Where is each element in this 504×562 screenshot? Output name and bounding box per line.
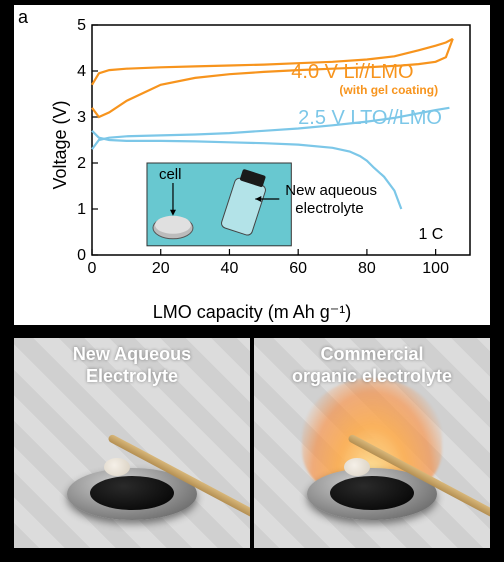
svg-text:0: 0: [77, 247, 86, 264]
svg-text:40: 40: [221, 260, 239, 277]
swab-tip: [104, 458, 130, 476]
svg-text:60: 60: [289, 260, 307, 277]
photo-new-aqueous: New Aqueous Electrolyte: [14, 338, 250, 548]
svg-text:5: 5: [77, 17, 86, 34]
panel-b: New Aqueous Electrolyte Commercial organ…: [14, 338, 490, 548]
svg-text:20: 20: [152, 260, 170, 277]
photo-label-aqueous: New Aqueous Electrolyte: [14, 344, 250, 387]
photo-commercial-organic: Commercial organic electrolyte: [254, 338, 490, 548]
coin-cell-inner: [90, 476, 174, 510]
svg-text:1 C: 1 C: [418, 226, 443, 243]
svg-text:4.0 V Li//LMO: 4.0 V Li//LMO: [291, 61, 413, 83]
svg-text:2: 2: [77, 155, 86, 172]
chart-svg: 0 20 40 60 80 100 0 1 2 3 4 5 4.0 V Li//LMO(with gel…: [62, 15, 480, 290]
svg-text:electrolyte: electrolyte: [295, 200, 363, 217]
svg-text:3: 3: [77, 109, 86, 126]
svg-text:100: 100: [422, 260, 449, 277]
svg-text:2.5 V LTO//LMO: 2.5 V LTO//LMO: [298, 107, 442, 129]
voltage-capacity-chart: 0 20 40 60 80 100 0 1 2 3 4 5 4.0 V Li//LMO(with gel…: [62, 15, 480, 290]
panel-a-label: a: [18, 7, 28, 28]
svg-text:(with gel coating): (with gel coating): [339, 83, 438, 97]
panel-a: a Voltage (V) 0204060801000123454.0 V Li…: [14, 5, 490, 325]
svg-text:4: 4: [77, 63, 86, 80]
x-axis-label: LMO capacity (m Ah g⁻¹): [153, 302, 352, 323]
svg-text:cell: cell: [159, 166, 182, 183]
svg-text:80: 80: [358, 260, 376, 277]
photo-label-organic: Commercial organic electrolyte: [254, 344, 490, 387]
svg-text:New aqueous: New aqueous: [285, 182, 377, 199]
svg-text:1: 1: [77, 201, 86, 218]
coin-cell-inner: [330, 476, 414, 510]
svg-text:0: 0: [88, 260, 97, 277]
swab-tip: [344, 458, 370, 476]
